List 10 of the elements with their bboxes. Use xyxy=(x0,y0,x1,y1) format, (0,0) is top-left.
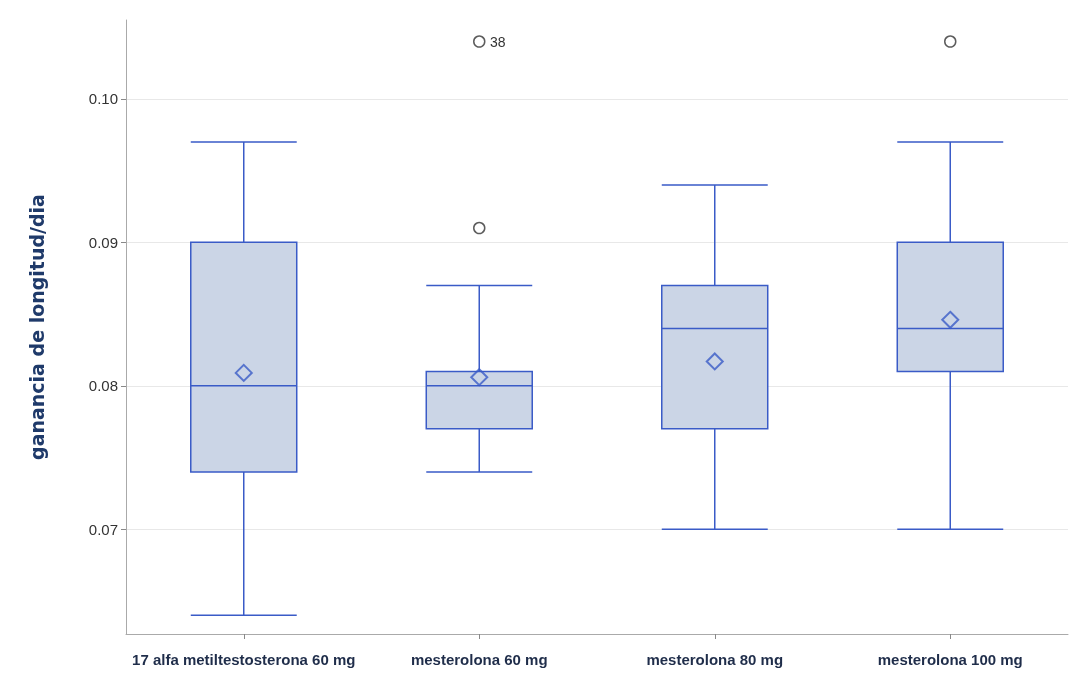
y-tick-label: 0.09 xyxy=(88,233,118,251)
x-tick-label: 17 alfa metiltestosterona 60 mg xyxy=(132,651,356,668)
x-tick-label: mesterolona 80 mg xyxy=(646,651,784,668)
y-axis-title: ganancia de longitud/dia xyxy=(25,194,48,460)
annotation: 38 xyxy=(490,34,506,50)
y-tick-label: 0.10 xyxy=(88,90,118,108)
x-tick-label: mesterolona 60 mg xyxy=(410,651,548,668)
y-tick-label: 0.08 xyxy=(88,377,118,395)
y-tick-label: 0.07 xyxy=(88,520,118,538)
x-tick-label: mesterolona 100 mg xyxy=(877,651,1023,668)
